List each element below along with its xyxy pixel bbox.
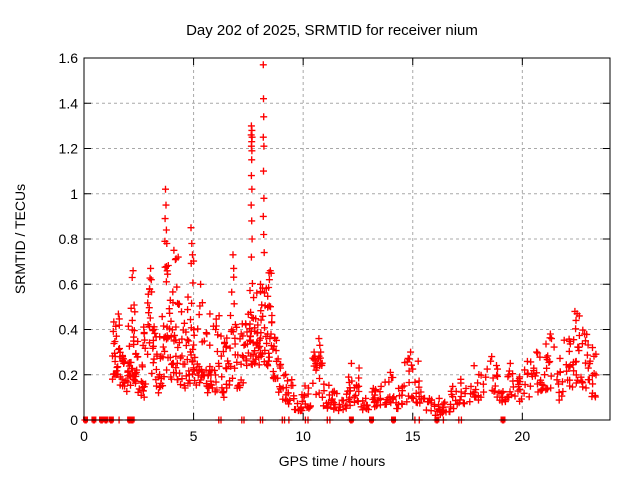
- y-tick-labels: 0 0.2 0.4 0.6 0.8 1 1.2 1.4 1.6: [59, 50, 79, 428]
- y-tick-label: 1: [70, 186, 78, 202]
- x-tick-labels: 0 5 10 15 20: [80, 428, 530, 444]
- y-tick-label: 0.6: [59, 276, 79, 292]
- grid-path: [84, 58, 610, 420]
- x-tick-label: 15: [405, 428, 421, 444]
- chart-title: Day 202 of 2025, SRMTID for receiver niu…: [186, 22, 478, 39]
- scatter-plus-markers: [81, 61, 600, 424]
- y-axis-label: SRMTID / TECUs: [12, 184, 28, 294]
- y-tick-label: 0.8: [59, 231, 79, 247]
- x-tick-label: 5: [190, 428, 198, 444]
- x-tick-label: 10: [295, 428, 311, 444]
- grid-lines: [84, 58, 610, 420]
- y-tick-label: 1.2: [59, 141, 79, 157]
- y-tick-label: 0: [70, 412, 78, 428]
- y-tick-label: 0.4: [59, 322, 79, 338]
- x-tick-label: 20: [515, 428, 531, 444]
- x-tick-label: 0: [80, 428, 88, 444]
- x-axis-label: GPS time / hours: [279, 453, 386, 469]
- y-tick-label: 1.4: [59, 95, 79, 111]
- plot-border: [83, 57, 611, 421]
- data-points: [81, 61, 600, 424]
- y-tick-label: 0.2: [59, 367, 79, 383]
- y-tick-label: 1.6: [59, 50, 79, 66]
